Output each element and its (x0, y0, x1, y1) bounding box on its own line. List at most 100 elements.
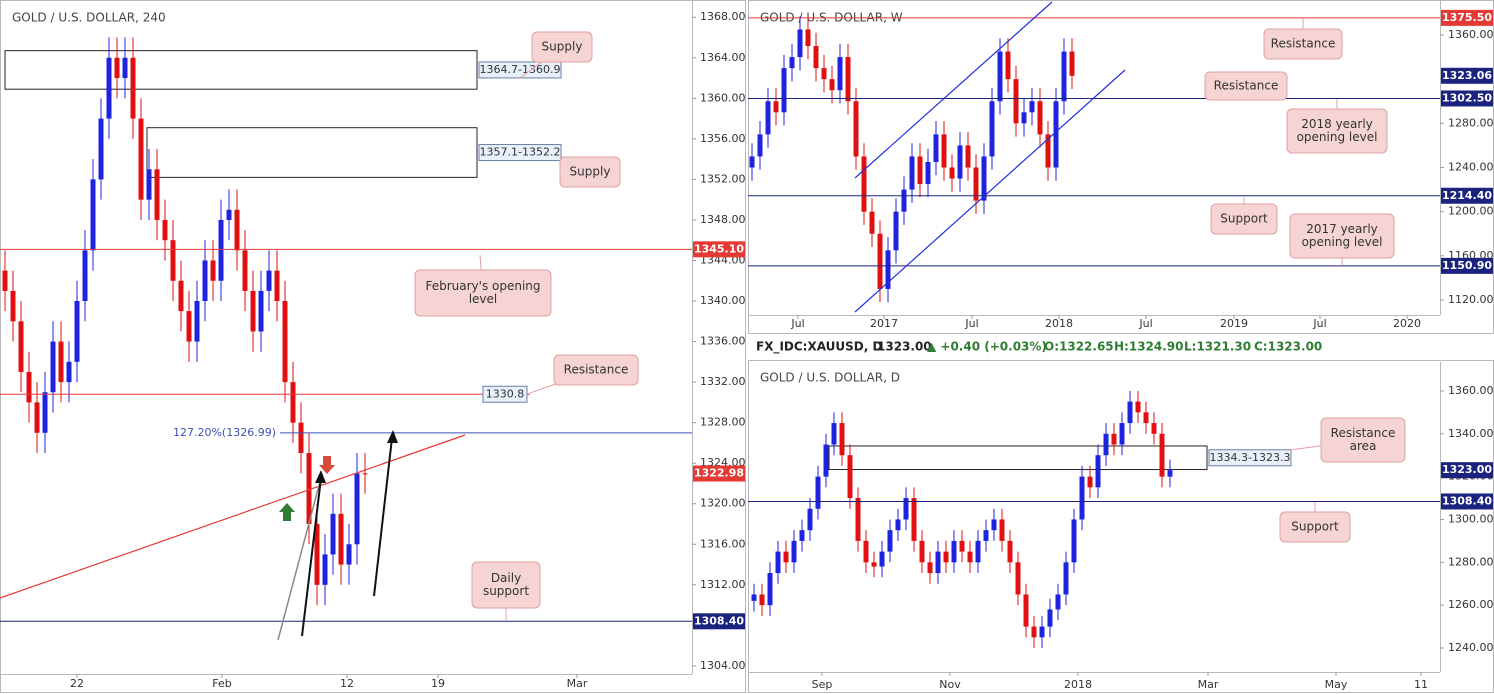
y-tick-label: 1364.00 (700, 51, 746, 64)
candle-body (805, 29, 811, 47)
candle-body (767, 573, 773, 606)
panel-frame (0, 0, 746, 693)
price-tag-label: 1308.40 (1442, 494, 1492, 507)
candle-body (973, 167, 979, 201)
x-tick-label: 2019 (1220, 317, 1248, 330)
candle-body (909, 156, 915, 190)
callout-text: opening level (1297, 130, 1378, 144)
candle-body (354, 473, 360, 545)
y-tick-label: 1340.00 (1448, 427, 1494, 440)
callout-text: 2018 yearly (1301, 117, 1373, 131)
candle-body (1061, 51, 1067, 102)
y-tick-label: 1280.00 (1448, 116, 1494, 129)
y-tick-label: 1280.00 (1448, 555, 1494, 568)
candle-body (1103, 433, 1109, 456)
callout-text: level (469, 292, 498, 306)
candle-body (749, 156, 755, 168)
candle-body (951, 540, 957, 563)
y-tick-label: 1352.00 (700, 172, 746, 185)
y-tick-label: 1200.00 (1448, 205, 1494, 218)
candle-body (1055, 594, 1061, 610)
candle-body (871, 562, 877, 567)
callout-text: Daily (491, 571, 521, 585)
candle-body (1095, 455, 1101, 488)
channel-line (854, 1, 1053, 179)
candle-body (66, 361, 72, 383)
candle-body (130, 57, 136, 119)
callout-box (414, 269, 552, 317)
candle-body (1127, 401, 1133, 424)
price-tag (1441, 257, 1493, 274)
candle-body (1005, 51, 1011, 80)
y-tick-label: 1360.00 (1448, 28, 1494, 41)
price-tag-label: 1322.98 (694, 467, 744, 480)
callout-box (1289, 213, 1395, 259)
candle-body (1119, 423, 1125, 445)
callout-text: Support (1220, 212, 1268, 226)
y-tick-label: 1120.00 (1448, 293, 1494, 306)
y-tick-label: 1356.00 (700, 132, 746, 145)
header-low: L:1321.30 (1184, 340, 1251, 354)
x-tick-label: 22 (70, 677, 84, 690)
candle-body (1053, 101, 1059, 168)
candle-body (965, 145, 971, 168)
callout-box (531, 31, 593, 63)
candle-body (74, 301, 80, 362)
callout-text: Resistance (564, 363, 629, 377)
candle-body (837, 57, 843, 91)
candle-body (797, 29, 803, 58)
candle-body (82, 250, 88, 302)
level-label-box (482, 385, 528, 403)
header-last: 1323.00 (877, 340, 932, 354)
candle-body (154, 169, 160, 220)
price-tag-label: 1214.40 (1442, 189, 1492, 202)
candle-body (210, 260, 216, 281)
price-tag (1441, 90, 1493, 107)
candle-body (823, 444, 829, 477)
candle-body (991, 519, 997, 531)
candle-body (783, 551, 789, 563)
candle-body (346, 544, 352, 565)
price-tag-label: 1150.90 (1442, 259, 1492, 272)
candle-body (765, 101, 771, 135)
arrow (301, 477, 322, 637)
candle-body (1045, 134, 1051, 168)
y-tick-label: 1348.00 (700, 213, 746, 226)
callout-text: Resistance (1214, 79, 1279, 93)
candle-body (26, 371, 32, 403)
candle-body (925, 161, 931, 185)
candle-body (845, 57, 851, 102)
candle-body (901, 189, 907, 212)
candle-body (917, 156, 923, 185)
chart-title: GOLD / U.S. DOLLAR, 240 (12, 11, 166, 25)
x-tick-label: 11 (1414, 678, 1428, 691)
price-tag (1441, 462, 1493, 479)
candle-body (106, 57, 112, 119)
candle-body (781, 68, 787, 113)
callout-box (1320, 417, 1406, 463)
price-tag (1441, 9, 1493, 26)
header-symbol: FX_IDC:XAUUSD, D (756, 340, 882, 355)
candle-body (1047, 609, 1053, 627)
fib-label: 127.20%(1326.99) (173, 426, 276, 439)
y-tick-label: 1300.00 (1448, 512, 1494, 525)
candle-body (975, 540, 981, 563)
x-tick-label: 2018 (1064, 678, 1092, 691)
arrow (373, 437, 393, 597)
y-tick-label: 1340.00 (700, 294, 746, 307)
candle-body (967, 551, 973, 563)
candle-body (18, 321, 24, 372)
trend-line (0, 434, 466, 599)
price-tag (693, 241, 745, 258)
price-tag-label: 1323.06 (1442, 69, 1492, 82)
candle-body (1015, 562, 1021, 595)
channel-line (854, 69, 1126, 313)
candle-body (1069, 51, 1075, 76)
candle-body (791, 540, 797, 563)
candle-body (178, 280, 184, 312)
candle-body (1007, 540, 1013, 563)
trend-line (277, 473, 323, 641)
candle-body (831, 423, 837, 445)
drawings (0, 1, 1126, 641)
